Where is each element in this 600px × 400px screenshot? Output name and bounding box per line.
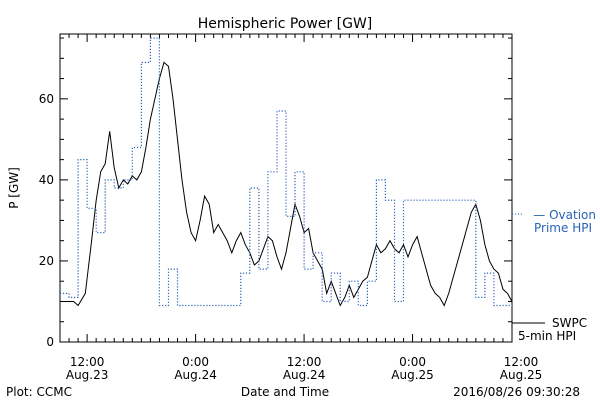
x-tick-label-date: Aug.24 — [283, 368, 326, 382]
footer-left: Plot: CCMC — [6, 385, 72, 399]
legend: — Ovation Prime HPI SWPC 5-min HPI — [512, 208, 596, 343]
x-tick-label-time: 12:00 — [504, 355, 539, 369]
y-tick-label: 0 — [46, 335, 54, 349]
footer-right: 2016/08/26 09:30:28 — [453, 385, 580, 399]
x-tick-label-date: Aug.25 — [391, 368, 434, 382]
y-axis: 0 20 40 60 — [39, 37, 512, 349]
legend-ovation-line1: — Ovation — [533, 208, 596, 222]
x-axis: 12:00Aug.230:00Aug.2412:00Aug.240:00Aug.… — [66, 34, 543, 382]
series-ovation-line — [60, 37, 512, 307]
series-layer — [60, 37, 522, 307]
x-tick-label-time: 12:00 — [287, 355, 322, 369]
legend-swpc-line2: 5-min HPI — [518, 329, 576, 343]
x-tick-label-time: 0:00 — [399, 355, 426, 369]
y-tick-label: 40 — [39, 173, 54, 187]
legend-swpc-line1: SWPC — [552, 316, 587, 330]
y-tick-label: 60 — [39, 92, 54, 106]
x-tick-label-time: 12:00 — [70, 355, 105, 369]
x-tick-label-date: Aug.24 — [174, 368, 217, 382]
x-tick-label-date: Aug.23 — [66, 368, 109, 382]
y-tick-label: 20 — [39, 254, 54, 268]
y-axis-label: P [GW] — [7, 167, 21, 209]
x-axis-label: Date and Time — [241, 385, 329, 399]
x-tick-label-time: 0:00 — [182, 355, 209, 369]
legend-ovation-line2: Prime HPI — [534, 221, 592, 235]
chart-title: Hemispheric Power [GW] — [198, 16, 373, 32]
series-swpc-line — [60, 61, 513, 307]
x-tick-label-date: Aug.25 — [500, 368, 543, 382]
